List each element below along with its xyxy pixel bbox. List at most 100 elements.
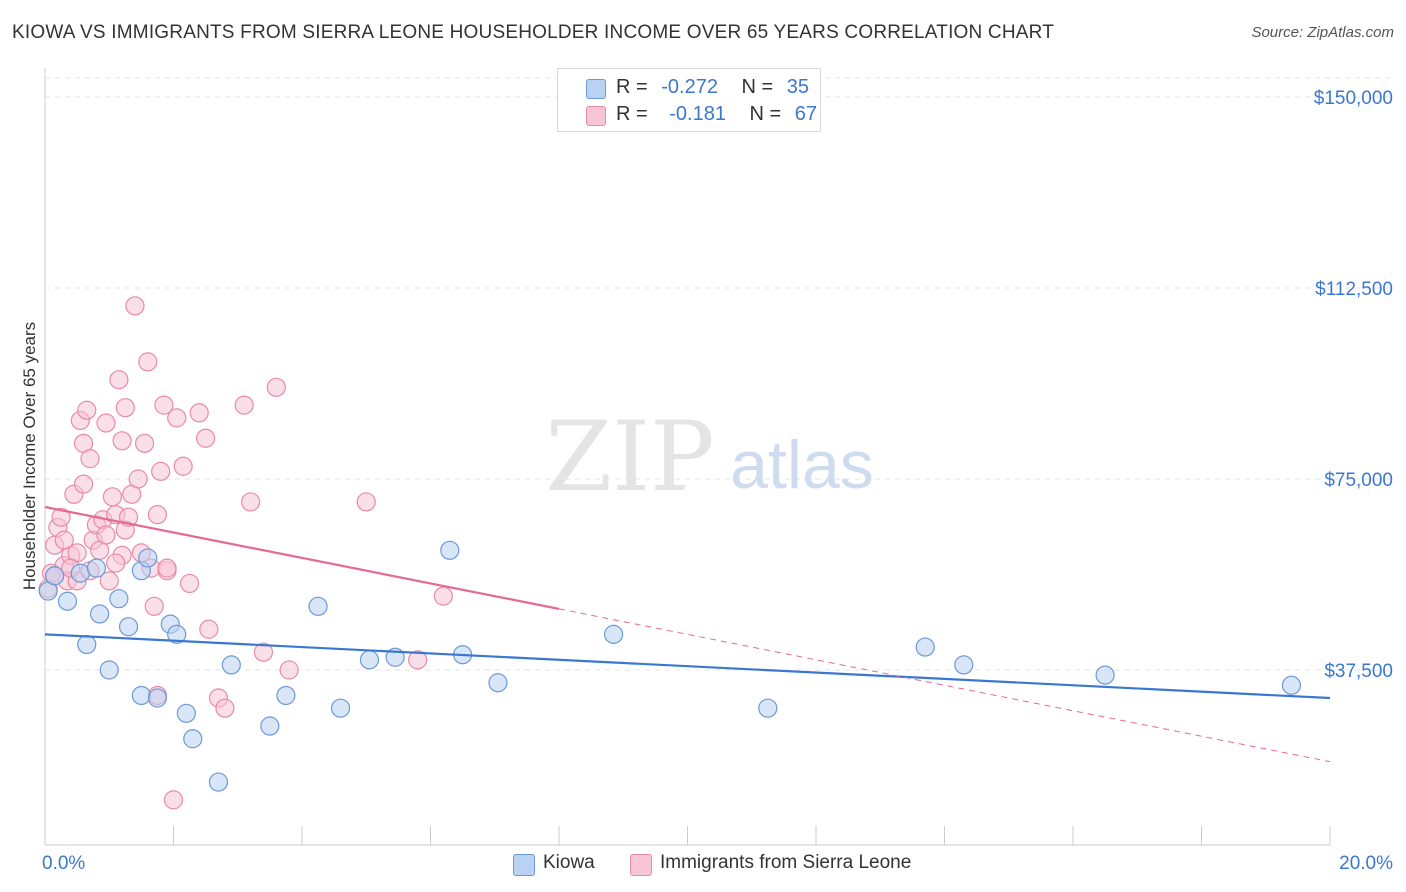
kiowa-swatch xyxy=(586,79,606,99)
correlation-legend: R = -0.272 N = 35 R = -0.181 N = 67 xyxy=(557,68,821,132)
watermark-atlas: atlas xyxy=(730,427,874,503)
kiowa-point-18 xyxy=(208,772,229,792)
sierra-point-52 xyxy=(266,377,286,397)
kiowa-point-24 xyxy=(359,650,380,670)
kiowa-point-13 xyxy=(147,688,168,708)
sierra-point-41 xyxy=(167,408,187,428)
kiowa-point-30 xyxy=(758,698,778,718)
sierra-point-42 xyxy=(173,456,193,476)
sierra-point-51 xyxy=(253,642,274,662)
sierra-point-37 xyxy=(147,505,168,525)
sierra-point-55 xyxy=(433,586,453,606)
legend-kiowa-n-value: 35 xyxy=(786,76,810,98)
sierra-point-57 xyxy=(54,530,74,550)
trend-lines xyxy=(44,505,1331,763)
sierra-point-14 xyxy=(80,449,100,469)
bottom-sierra-label: Immigrants from Sierra Leone xyxy=(660,852,912,873)
legend-kiowa-r-label: R = xyxy=(616,76,648,98)
kiowa-point-32 xyxy=(954,655,974,675)
y-tick-label-1: $75,000 xyxy=(1324,470,1393,491)
kiowa-point-20 xyxy=(260,716,280,736)
sierra-point-54 xyxy=(356,492,376,512)
bottom-kiowa-swatch xyxy=(513,854,535,876)
sierra-point-20 xyxy=(99,571,119,591)
kiowa-point-7 xyxy=(109,589,129,609)
sierra-point-50 xyxy=(241,492,261,512)
kiowa-point-33 xyxy=(1095,665,1115,685)
sierra-point-13 xyxy=(77,400,97,420)
kiowa-point-19 xyxy=(221,655,241,675)
bottom-sierra-swatch xyxy=(630,854,652,876)
kiowa-point-17 xyxy=(183,729,203,749)
bottom-kiowa-label: Kiowa xyxy=(543,852,595,873)
sierra-point-36 xyxy=(144,596,164,616)
sierra-point-53 xyxy=(279,660,299,680)
watermark-zip: ZIP xyxy=(545,401,714,513)
sierra-point-34 xyxy=(138,352,158,372)
kiowa-point-21 xyxy=(276,685,296,706)
kiowa-point-3 xyxy=(70,563,90,583)
sierra-swatch xyxy=(586,106,606,126)
sierra-point-66 xyxy=(106,553,126,573)
sierra-point-44 xyxy=(189,403,209,423)
y-axis-label: Householder Income Over 65 years xyxy=(20,321,39,591)
kiowa-point-12 xyxy=(131,685,151,706)
legend-kiowa-r-value: -0.272 xyxy=(661,76,718,98)
sierra-point-21 xyxy=(102,487,123,507)
legend-kiowa-n-label: N = xyxy=(741,76,774,98)
kiowa-point-28 xyxy=(488,673,508,693)
sierra-point-19 xyxy=(96,413,116,433)
sierra-trend-line xyxy=(44,505,560,610)
sierra-point-46 xyxy=(199,619,219,639)
kiowa-point-2 xyxy=(57,591,78,611)
kiowa-point-5 xyxy=(90,604,110,624)
sierra-point-38 xyxy=(151,461,171,481)
watermark: ZIP atlas xyxy=(545,401,873,513)
sierra-point-33 xyxy=(134,433,155,453)
legend-sierra-n-value: 67 xyxy=(794,103,818,125)
kiowa-point-8 xyxy=(118,617,139,637)
x-tick-label-0: 0.0% xyxy=(42,853,85,874)
sierra-point-65 xyxy=(96,525,116,545)
sierra-point-56 xyxy=(408,650,428,670)
kiowa-point-22 xyxy=(308,596,328,616)
sierra-point-45 xyxy=(196,428,216,448)
legend-sierra-r-label: R = xyxy=(616,103,648,125)
kiowa-point-15 xyxy=(167,624,187,644)
sierra-trend-extension xyxy=(558,608,1331,763)
chart-title: KIOWA VS IMMIGRANTS FROM SIERRA LEONE HO… xyxy=(12,22,1055,43)
legend-sierra-n-label: N = xyxy=(749,103,782,125)
x-tick-label-1: 20.0% xyxy=(1339,853,1393,874)
sierra-point-23 xyxy=(109,370,129,390)
axes xyxy=(44,68,1331,846)
sierra-point-31 xyxy=(128,469,148,489)
kiowa-point-23 xyxy=(330,698,351,718)
y-tick-label-0: $37,500 xyxy=(1324,661,1393,682)
sierra-point-25 xyxy=(112,431,132,451)
kiowa-point-1 xyxy=(45,566,65,586)
sierra-point-48 xyxy=(215,698,235,718)
sierra-leone-points xyxy=(38,296,453,810)
sierra-point-43 xyxy=(179,573,200,594)
sierra-point-60 xyxy=(163,790,184,810)
kiowa-points xyxy=(38,540,1302,792)
source-label: Source: ZipAtlas.com xyxy=(1251,24,1394,41)
sierra-point-4 xyxy=(51,507,71,527)
y-tick-label-3: $150,000 xyxy=(1314,88,1393,109)
sierra-point-39 xyxy=(154,395,174,415)
kiowa-point-11 xyxy=(99,660,119,680)
sierra-point-11 xyxy=(73,474,94,494)
kiowa-trend-line xyxy=(44,633,1331,700)
kiowa-point-29 xyxy=(604,624,624,644)
sierra-point-30 xyxy=(125,296,145,316)
legend-sierra-r-value: -0.181 xyxy=(669,103,726,125)
kiowa-point-34 xyxy=(1281,675,1302,695)
sierra-point-49 xyxy=(234,395,254,415)
tick-labels: $37,500 $75,000 $112,500 $150,000 0.0% 20.0% xyxy=(42,88,1393,874)
kiowa-point-10 xyxy=(138,548,158,568)
kiowa-point-6 xyxy=(77,634,97,655)
sierra-point-59 xyxy=(157,558,177,578)
sierra-point-26 xyxy=(115,398,135,418)
kiowa-point-16 xyxy=(176,703,196,723)
